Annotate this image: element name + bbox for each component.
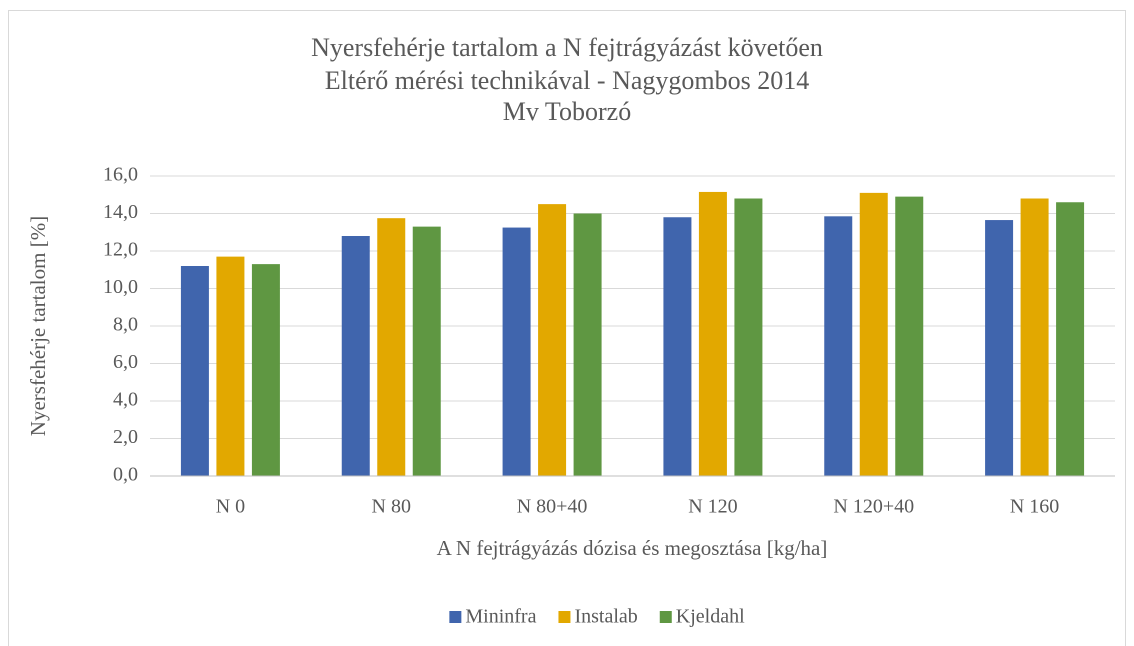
- x-tick-label: N 80: [372, 496, 411, 518]
- x-tick-label: N 160: [1010, 496, 1059, 518]
- bar: [1020, 198, 1049, 476]
- bar: [538, 204, 567, 476]
- legend-label: Mininfra: [465, 606, 536, 628]
- bar: [859, 192, 888, 476]
- y-tick-label: 2,0: [113, 426, 138, 448]
- bar: [341, 236, 370, 476]
- bar: [663, 217, 692, 476]
- x-tick-label: N 80+40: [517, 496, 588, 518]
- bar: [377, 218, 406, 476]
- bar: [573, 213, 602, 476]
- bar: [216, 256, 245, 476]
- legend-label: Instalab: [574, 606, 637, 628]
- bar: [502, 227, 531, 476]
- legend-swatch: [449, 611, 462, 623]
- y-tick-label: 12,0: [103, 239, 138, 261]
- y-tick-label: 4,0: [113, 389, 138, 411]
- y-tick-label: 6,0: [113, 351, 138, 373]
- legend-swatch: [558, 611, 571, 623]
- y-tick-label: 0,0: [113, 464, 138, 486]
- bar: [698, 191, 727, 476]
- bar: [734, 198, 763, 476]
- x-tick-label: N 120+40: [833, 496, 914, 518]
- bar: [985, 220, 1014, 476]
- bar: [180, 266, 209, 476]
- bar: [412, 226, 441, 476]
- bar: [895, 196, 924, 476]
- chart-title: Eltérő mérési technikával - Nagygombos 2…: [325, 66, 809, 95]
- bar: [251, 264, 280, 476]
- x-axis-title: A N fejtrágyázás dózisa és megosztása [k…: [437, 536, 828, 560]
- y-tick-label: 14,0: [103, 201, 138, 223]
- y-tick-label: 10,0: [103, 276, 138, 298]
- y-tick-label: 8,0: [113, 314, 138, 336]
- legend-swatch: [659, 611, 672, 623]
- chart-title: Mv Toborzó: [503, 97, 631, 126]
- x-tick-label: N 120: [688, 496, 737, 518]
- chart-title: Nyersfehérje tartalom a N fejtrágyázást …: [311, 33, 823, 62]
- bar: [824, 216, 853, 476]
- y-axis-title: Nyersfehérje tartalom [%]: [26, 216, 50, 436]
- bar: [1056, 202, 1085, 476]
- y-tick-label: 16,0: [103, 164, 138, 186]
- x-tick-label: N 0: [216, 496, 245, 518]
- legend-label: Kjeldahl: [676, 606, 745, 628]
